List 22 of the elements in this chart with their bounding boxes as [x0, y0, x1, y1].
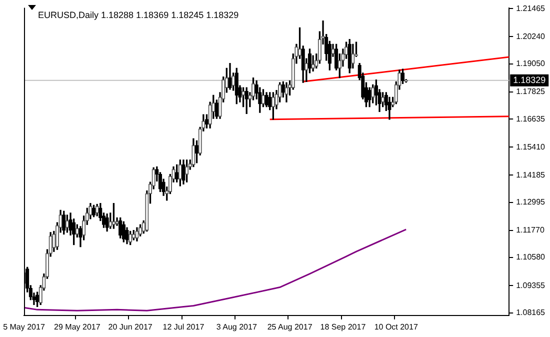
- chart-title: EURUSD,Daily 1.18288 1.18369 1.18245 1.18329: [38, 10, 239, 20]
- y-tick-label: 1.17825: [516, 87, 546, 96]
- x-tick-label: 29 May 2017: [54, 322, 101, 332]
- y-tick-label: 1.20240: [516, 32, 546, 41]
- x-tick-label: 5 May 2017: [3, 322, 46, 332]
- y-tick-label: 1.16635: [516, 114, 546, 124]
- y-tick-label: 1.19050: [516, 59, 546, 68]
- y-tick-label: 1.14185: [516, 170, 546, 180]
- y-tick-label: 1.09355: [516, 280, 546, 290]
- y-tick-label: 1.21465: [516, 4, 546, 13]
- y-tick-label: 1.12995: [516, 198, 546, 207]
- x-tick-label: 25 Aug 2017: [267, 322, 313, 332]
- x-tick-label: 10 Oct 2017: [374, 322, 418, 332]
- y-tick-label: 1.15410: [516, 142, 546, 152]
- y-tick-label: 1.10580: [516, 252, 546, 262]
- ref-line-label: 1.18329: [513, 74, 546, 85]
- y-tick-label: 1.11770: [516, 226, 545, 235]
- x-tick-label: 18 Sep 2017: [320, 322, 366, 332]
- x-tick-label: 12 Jul 2017: [162, 322, 205, 332]
- x-tick-label: 20 Jun 2017: [108, 322, 153, 332]
- y-tick-label: 1.08165: [516, 308, 546, 317]
- x-tick-label: 3 Aug 2017: [216, 322, 258, 332]
